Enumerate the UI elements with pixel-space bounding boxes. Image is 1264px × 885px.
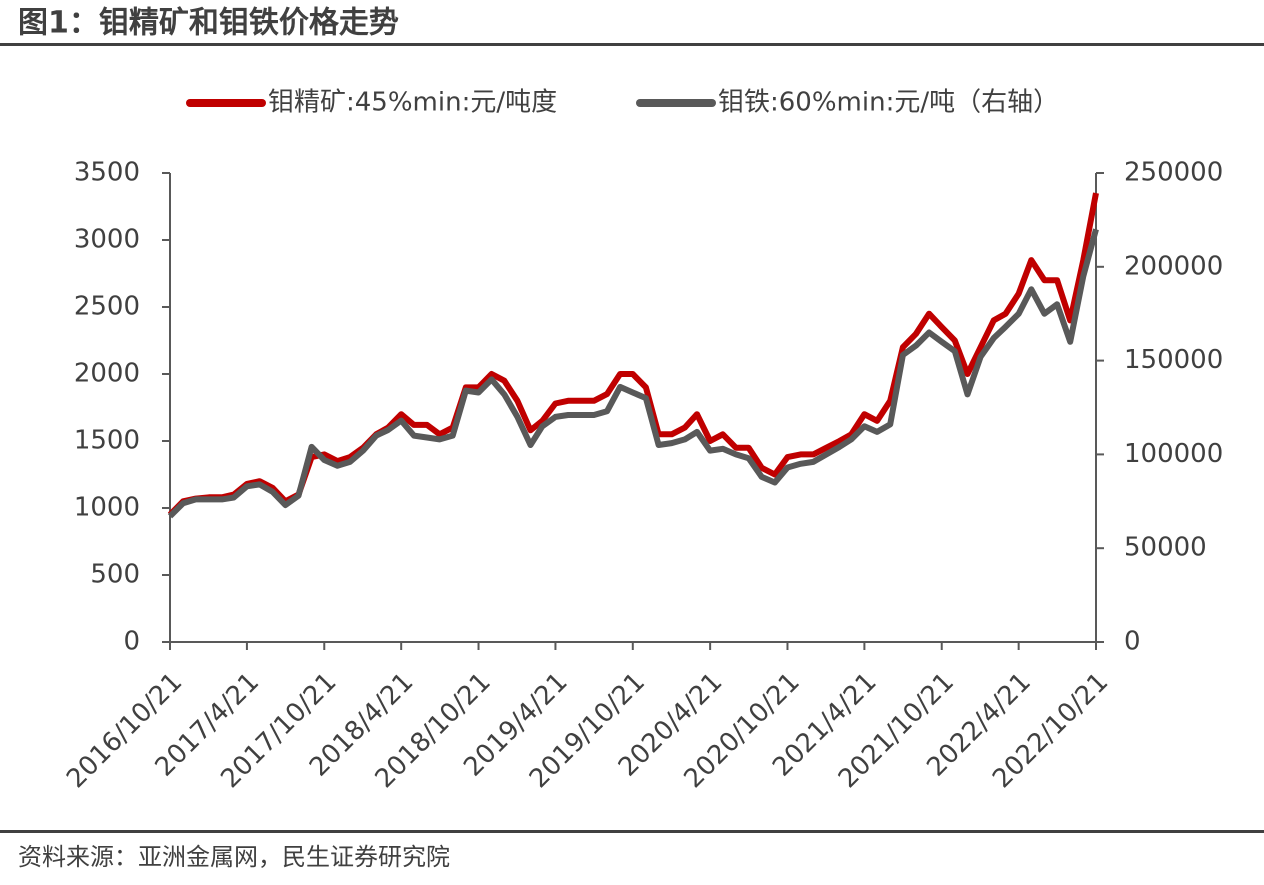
y2-tick-label: 0 [1124, 627, 1141, 657]
y2-tick-label: 200000 [1124, 251, 1223, 281]
y-tick-label: 3000 [74, 225, 140, 255]
y-tick-label: 2500 [74, 292, 140, 322]
y-tick-label: 0 [123, 627, 140, 657]
y-tick-label: 1500 [74, 426, 140, 456]
y2-tick-label: 250000 [1124, 158, 1223, 188]
y-tick-label: 3500 [74, 158, 140, 188]
y2-tick-label: 50000 [1124, 533, 1207, 563]
y2-tick-label: 150000 [1124, 345, 1223, 375]
title-rule [0, 43, 1264, 46]
source: 资料来源：亚洲金属网，民生证券研究院 [18, 843, 450, 871]
footer-rule [0, 830, 1264, 833]
legend-label: 钼精矿:45%min:元/吨度 [268, 88, 557, 118]
y-tick-label: 2000 [74, 359, 140, 389]
legend-label: 钼铁:60%min:元/吨（右轴） [718, 88, 1059, 118]
chart-title: 图1：钼精矿和钼铁价格走势 [18, 6, 399, 41]
y-tick-label: 500 [90, 560, 140, 590]
series-line [167, 228, 1099, 519]
series-line [167, 192, 1099, 517]
y-tick-label: 1000 [74, 493, 140, 523]
y2-tick-label: 100000 [1124, 439, 1223, 469]
